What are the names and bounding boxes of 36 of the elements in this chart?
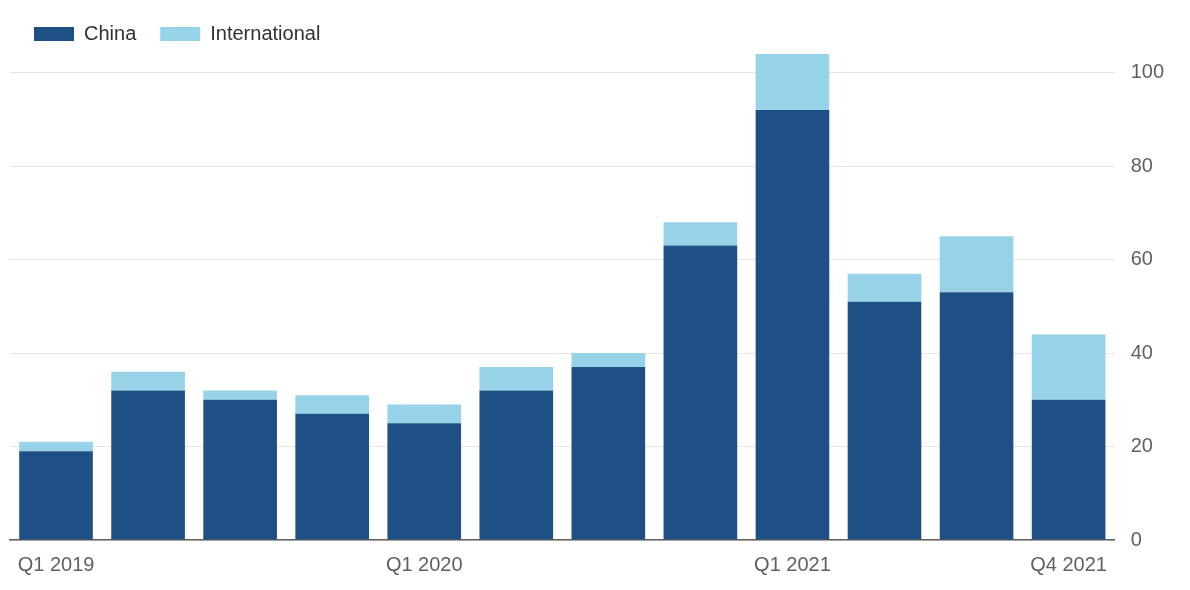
- bar: [939, 292, 1014, 540]
- bar: [479, 367, 554, 391]
- x-tick-label: Q1 2020: [385, 552, 463, 575]
- x-tick-label: Q1 2019: [17, 552, 95, 575]
- bar: [295, 395, 370, 414]
- bar: [1031, 399, 1106, 540]
- bar: [295, 413, 370, 540]
- x-tick-label: Q4 2021: [1030, 552, 1107, 575]
- x-tick-label: Q1 2021: [754, 552, 831, 575]
- y-tick-label: 40: [1130, 340, 1153, 363]
- bar: [111, 390, 185, 540]
- bar: [203, 399, 277, 540]
- legend-label: China: [84, 21, 138, 44]
- legend-label: International: [210, 21, 321, 44]
- bar: [571, 353, 646, 368]
- bar: [755, 54, 830, 111]
- bar: [755, 110, 830, 540]
- bar: [663, 222, 738, 246]
- y-tick-label: 60: [1130, 247, 1153, 270]
- bar: [387, 423, 462, 540]
- bar: [571, 367, 646, 540]
- bar: [663, 245, 738, 540]
- bar: [111, 371, 185, 391]
- y-tick-label: 80: [1130, 153, 1153, 176]
- bar: [387, 404, 462, 424]
- bar: [847, 301, 922, 540]
- bar: [1031, 334, 1106, 400]
- bar: [479, 390, 554, 540]
- y-tick-label: 20: [1130, 434, 1153, 457]
- bar: [203, 390, 277, 400]
- y-tick-label: 100: [1130, 60, 1165, 83]
- bar: [847, 273, 922, 302]
- y-tick-label: 0: [1130, 527, 1142, 550]
- bar: [19, 451, 93, 540]
- bar: [939, 236, 1014, 293]
- bar: [19, 441, 93, 452]
